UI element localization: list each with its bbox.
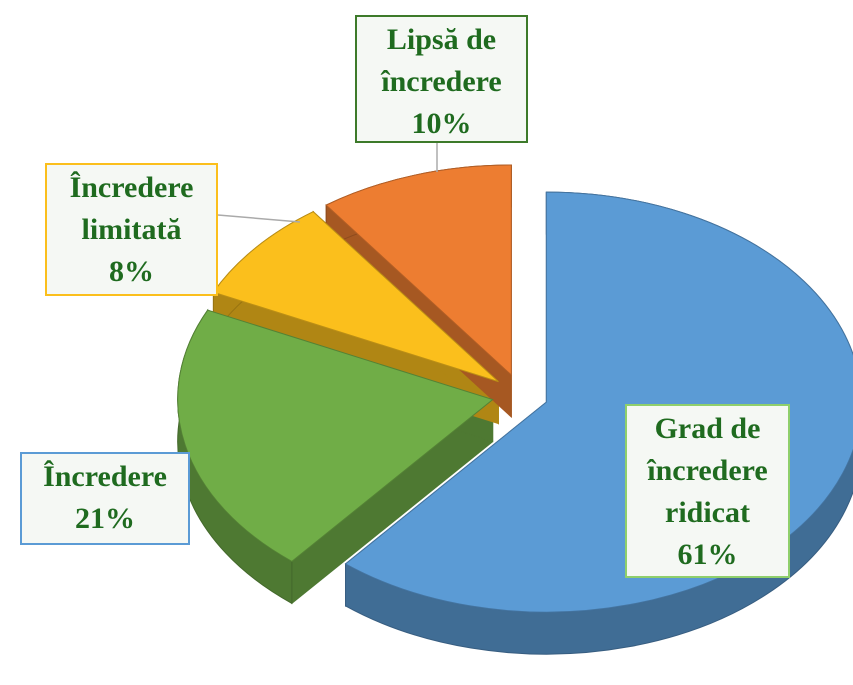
label-value: 21% [75, 502, 135, 535]
label-value: 10% [411, 107, 472, 140]
pie-slice [325, 164, 512, 377]
label-name: Lipsă de încredere [381, 23, 502, 98]
label-value: 61% [677, 538, 738, 571]
data-label: Încredere limitată 8% [45, 163, 218, 296]
pie-slice [177, 309, 494, 562]
data-label: Lipsă de încredere 10% [355, 15, 528, 143]
data-label: Încredere 21% [20, 452, 190, 545]
label-name: Grad de încredere ridicat [647, 412, 768, 529]
leader-line [217, 214, 301, 223]
data-label: Grad de încredere ridicat 61% [625, 404, 790, 578]
label-name: Încredere limitată [69, 171, 194, 246]
label-value: 8% [109, 255, 154, 288]
label-name: Încredere [43, 460, 167, 493]
